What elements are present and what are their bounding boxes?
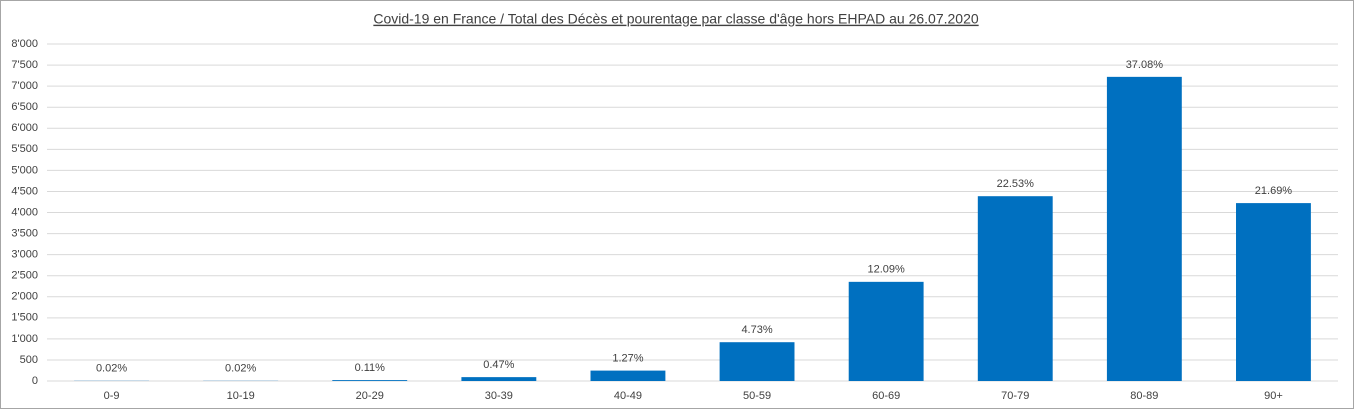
data-label: 0.02% [225, 363, 256, 375]
data-label: 0.11% [355, 362, 386, 374]
x-tick-label: 80-89 [1130, 390, 1158, 402]
y-tick-label: 5'000 [11, 164, 38, 176]
y-tick-label: 3'500 [11, 227, 38, 239]
chart-title: Covid-19 en France / Total des Décès et … [373, 11, 979, 27]
data-label: 21.69% [1255, 185, 1293, 197]
y-tick-label: 2'000 [11, 291, 38, 303]
y-tick-label: 1'000 [11, 333, 38, 345]
bar [461, 377, 537, 381]
bar [848, 281, 924, 381]
y-tick-label: 5'500 [11, 143, 38, 155]
y-tick-label: 7'500 [11, 59, 38, 71]
x-tick-label: 70-79 [1001, 390, 1029, 402]
bar [1106, 76, 1182, 382]
y-tick-label: 4'500 [11, 185, 38, 197]
x-tick-label: 60-69 [872, 390, 900, 402]
data-label: 1.27% [612, 353, 643, 365]
data-label: 22.53% [997, 178, 1035, 190]
data-label: 12.09% [867, 264, 905, 276]
x-tick-label: 40-49 [614, 390, 642, 402]
x-tick-label: 30-39 [485, 390, 513, 402]
y-tick-label: 6'500 [11, 101, 38, 113]
y-tick-label: 2'500 [11, 270, 38, 282]
x-tick-label: 0-9 [104, 390, 120, 402]
bar [719, 342, 795, 381]
x-tick-label: 20-29 [356, 390, 384, 402]
data-label: 0.47% [483, 359, 514, 371]
data-label: 0.02% [96, 363, 127, 375]
data-label: 4.73% [741, 324, 772, 336]
x-tick-label: 50-59 [743, 390, 771, 402]
y-tick-label: 3'000 [11, 249, 38, 261]
y-tick-label: 8'000 [11, 38, 38, 50]
y-tick-label: 1'500 [11, 312, 38, 324]
y-tick-label: 6'000 [11, 122, 38, 134]
y-tick-label: 500 [20, 354, 38, 366]
x-tick-label: 10-19 [227, 390, 255, 402]
bar [977, 196, 1053, 381]
bar [332, 380, 408, 381]
y-tick-label: 0 [32, 375, 38, 387]
data-label: 37.08% [1126, 59, 1164, 71]
y-tick-label: 7'000 [11, 80, 38, 92]
bar [590, 370, 666, 381]
bar [1236, 203, 1311, 381]
x-tick-label: 90+ [1264, 390, 1283, 402]
y-tick-label: 4'000 [11, 206, 38, 218]
